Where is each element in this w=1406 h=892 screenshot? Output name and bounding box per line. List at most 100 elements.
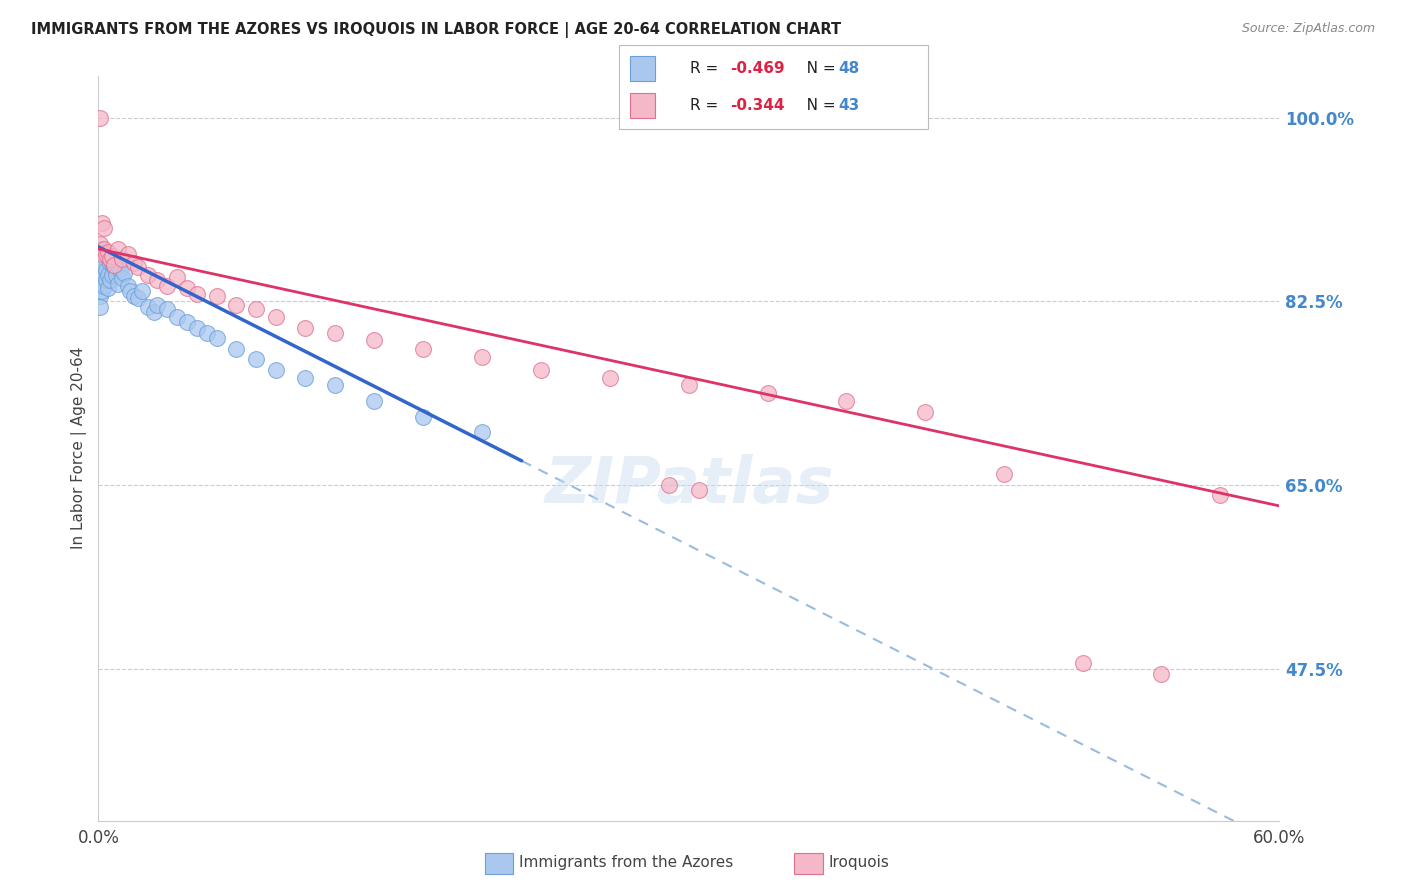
- Point: [97, 268, 120, 282]
- Point: [107, 258, 129, 272]
- Point: [205, 289, 228, 303]
- Point: [245, 352, 267, 367]
- Point: [101, 249, 124, 263]
- Point: [176, 315, 198, 329]
- Point: [530, 362, 553, 376]
- Point: [136, 268, 159, 282]
- Point: [98, 255, 121, 269]
- Point: [195, 326, 218, 340]
- Text: R =: R =: [690, 98, 724, 113]
- Point: [97, 245, 120, 260]
- Text: -0.469: -0.469: [730, 61, 785, 76]
- Text: -0.344: -0.344: [730, 98, 785, 113]
- Point: [176, 281, 198, 295]
- Point: [122, 255, 145, 269]
- Point: [166, 310, 188, 324]
- Point: [127, 291, 149, 305]
- Point: [96, 273, 118, 287]
- Point: [96, 263, 118, 277]
- Text: Iroquois: Iroquois: [828, 855, 889, 870]
- Point: [225, 297, 247, 311]
- Point: [1150, 666, 1173, 681]
- Text: N =: N =: [792, 98, 839, 113]
- Text: 48: 48: [838, 61, 859, 76]
- Point: [91, 273, 114, 287]
- Point: [323, 378, 346, 392]
- Point: [89, 300, 111, 314]
- Point: [131, 284, 153, 298]
- Point: [323, 326, 346, 340]
- Point: [89, 289, 111, 303]
- Point: [118, 284, 141, 298]
- Text: ZIPatlas: ZIPatlas: [544, 454, 834, 516]
- Point: [156, 301, 179, 316]
- Point: [146, 273, 169, 287]
- Point: [91, 216, 114, 230]
- Point: [225, 342, 247, 356]
- Point: [294, 371, 316, 385]
- Point: [166, 270, 188, 285]
- Text: N =: N =: [792, 61, 839, 76]
- Point: [112, 266, 135, 280]
- Point: [96, 247, 118, 261]
- Point: [93, 258, 115, 272]
- Point: [93, 221, 115, 235]
- Point: [93, 268, 115, 282]
- Point: [91, 242, 114, 256]
- Point: [471, 425, 494, 440]
- Point: [688, 483, 710, 498]
- Point: [756, 385, 779, 400]
- Point: [107, 277, 129, 291]
- Point: [127, 260, 149, 274]
- Point: [914, 404, 936, 418]
- Point: [91, 260, 114, 274]
- Point: [363, 333, 385, 347]
- Point: [412, 342, 434, 356]
- Point: [146, 297, 169, 311]
- Point: [122, 289, 145, 303]
- Point: [101, 268, 124, 282]
- Point: [1071, 657, 1094, 671]
- Point: [264, 362, 287, 376]
- Point: [264, 310, 287, 324]
- Text: IMMIGRANTS FROM THE AZORES VS IROQUOIS IN LABOR FORCE | AGE 20-64 CORRELATION CH: IMMIGRANTS FROM THE AZORES VS IROQUOIS I…: [31, 22, 841, 38]
- Text: 43: 43: [838, 98, 859, 113]
- Point: [136, 300, 159, 314]
- Point: [108, 263, 131, 277]
- Point: [98, 252, 121, 267]
- Point: [186, 287, 208, 301]
- Point: [142, 305, 165, 319]
- Point: [93, 242, 115, 256]
- Y-axis label: In Labor Force | Age 20-64: In Labor Force | Age 20-64: [72, 347, 87, 549]
- Point: [103, 258, 125, 272]
- Point: [993, 467, 1015, 482]
- Point: [89, 278, 111, 293]
- Point: [599, 371, 621, 385]
- Point: [412, 409, 434, 424]
- Point: [105, 268, 128, 282]
- Point: [186, 320, 208, 334]
- Point: [93, 252, 115, 267]
- Point: [1209, 488, 1232, 502]
- Point: [294, 320, 316, 334]
- Point: [111, 252, 134, 267]
- Point: [471, 350, 494, 364]
- Point: [93, 278, 115, 293]
- Point: [89, 236, 111, 251]
- Point: [111, 271, 134, 285]
- Point: [107, 242, 129, 256]
- Point: [91, 284, 114, 298]
- Point: [245, 301, 267, 316]
- Text: Source: ZipAtlas.com: Source: ZipAtlas.com: [1241, 22, 1375, 36]
- Point: [103, 260, 125, 274]
- Text: Immigrants from the Azores: Immigrants from the Azores: [519, 855, 733, 870]
- Point: [156, 278, 179, 293]
- Point: [363, 394, 385, 409]
- Point: [835, 394, 858, 409]
- Point: [101, 255, 124, 269]
- Point: [658, 478, 681, 492]
- Point: [117, 247, 139, 261]
- Point: [91, 247, 114, 261]
- Point: [117, 278, 139, 293]
- Point: [98, 273, 121, 287]
